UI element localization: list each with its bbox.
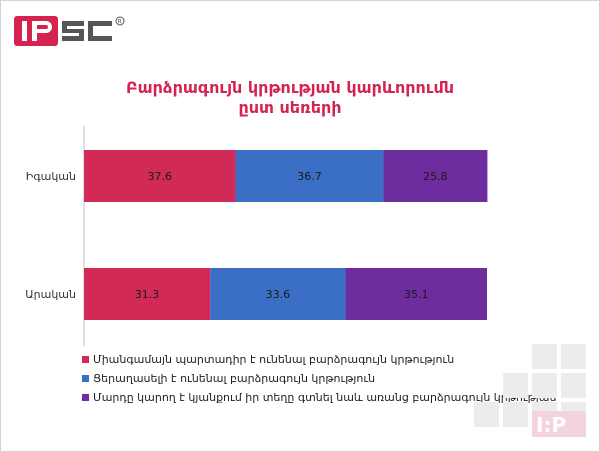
data-label: 31.3 xyxy=(135,288,160,301)
legend-item: Ցերաղասելի է ունենալ բարձրագույն կրթությ… xyxy=(82,369,556,388)
legend-swatch xyxy=(82,356,89,363)
bar-segment xyxy=(345,268,487,320)
legend-swatch xyxy=(82,394,89,401)
legend-label: Միանգամայն պարտադիր է ունենալ բարձրագույ… xyxy=(93,353,455,366)
legend-item: Մարդը կարող է կյանքում իր տեղը գտնել նաև… xyxy=(82,388,556,407)
chart-legend: Միանգամայն պարտադիր է ունենալ բարձրագույ… xyxy=(82,350,556,407)
category-label: Իգական xyxy=(26,170,76,183)
bar-segment xyxy=(383,150,488,202)
legend-item: Միանգամայն պարտադիր է ունենալ բարձրագույ… xyxy=(82,350,556,369)
svg-text:I:P: I:P xyxy=(536,413,566,437)
data-label: 25.8 xyxy=(423,170,448,183)
ipsc-logo: R xyxy=(14,16,125,46)
svg-text:R: R xyxy=(118,18,122,25)
bar-segment xyxy=(84,268,211,320)
bar-segment xyxy=(84,150,236,202)
data-label: 35.1 xyxy=(404,288,429,301)
legend-label: Մարդը կարող է կյանքում իր տեղը գտնել նաև… xyxy=(93,391,557,404)
data-label: 33.6 xyxy=(266,288,291,301)
data-label: 37.6 xyxy=(148,170,173,183)
bar-segment xyxy=(210,268,346,320)
category-label: Արական xyxy=(25,288,76,301)
legend-label: Ցերաղասելի է ունենալ բարձրագույն կրթությ… xyxy=(93,372,376,385)
watermark-logo: I:P xyxy=(474,344,586,437)
bar-segment xyxy=(235,150,384,202)
data-label: 36.7 xyxy=(297,170,322,183)
chart-title-line-2: ըստ սեռերի xyxy=(238,98,342,117)
legend-swatch xyxy=(82,375,89,382)
chart-title-line-1: Բարձրագույն կրթության կարևորումն xyxy=(125,78,455,97)
